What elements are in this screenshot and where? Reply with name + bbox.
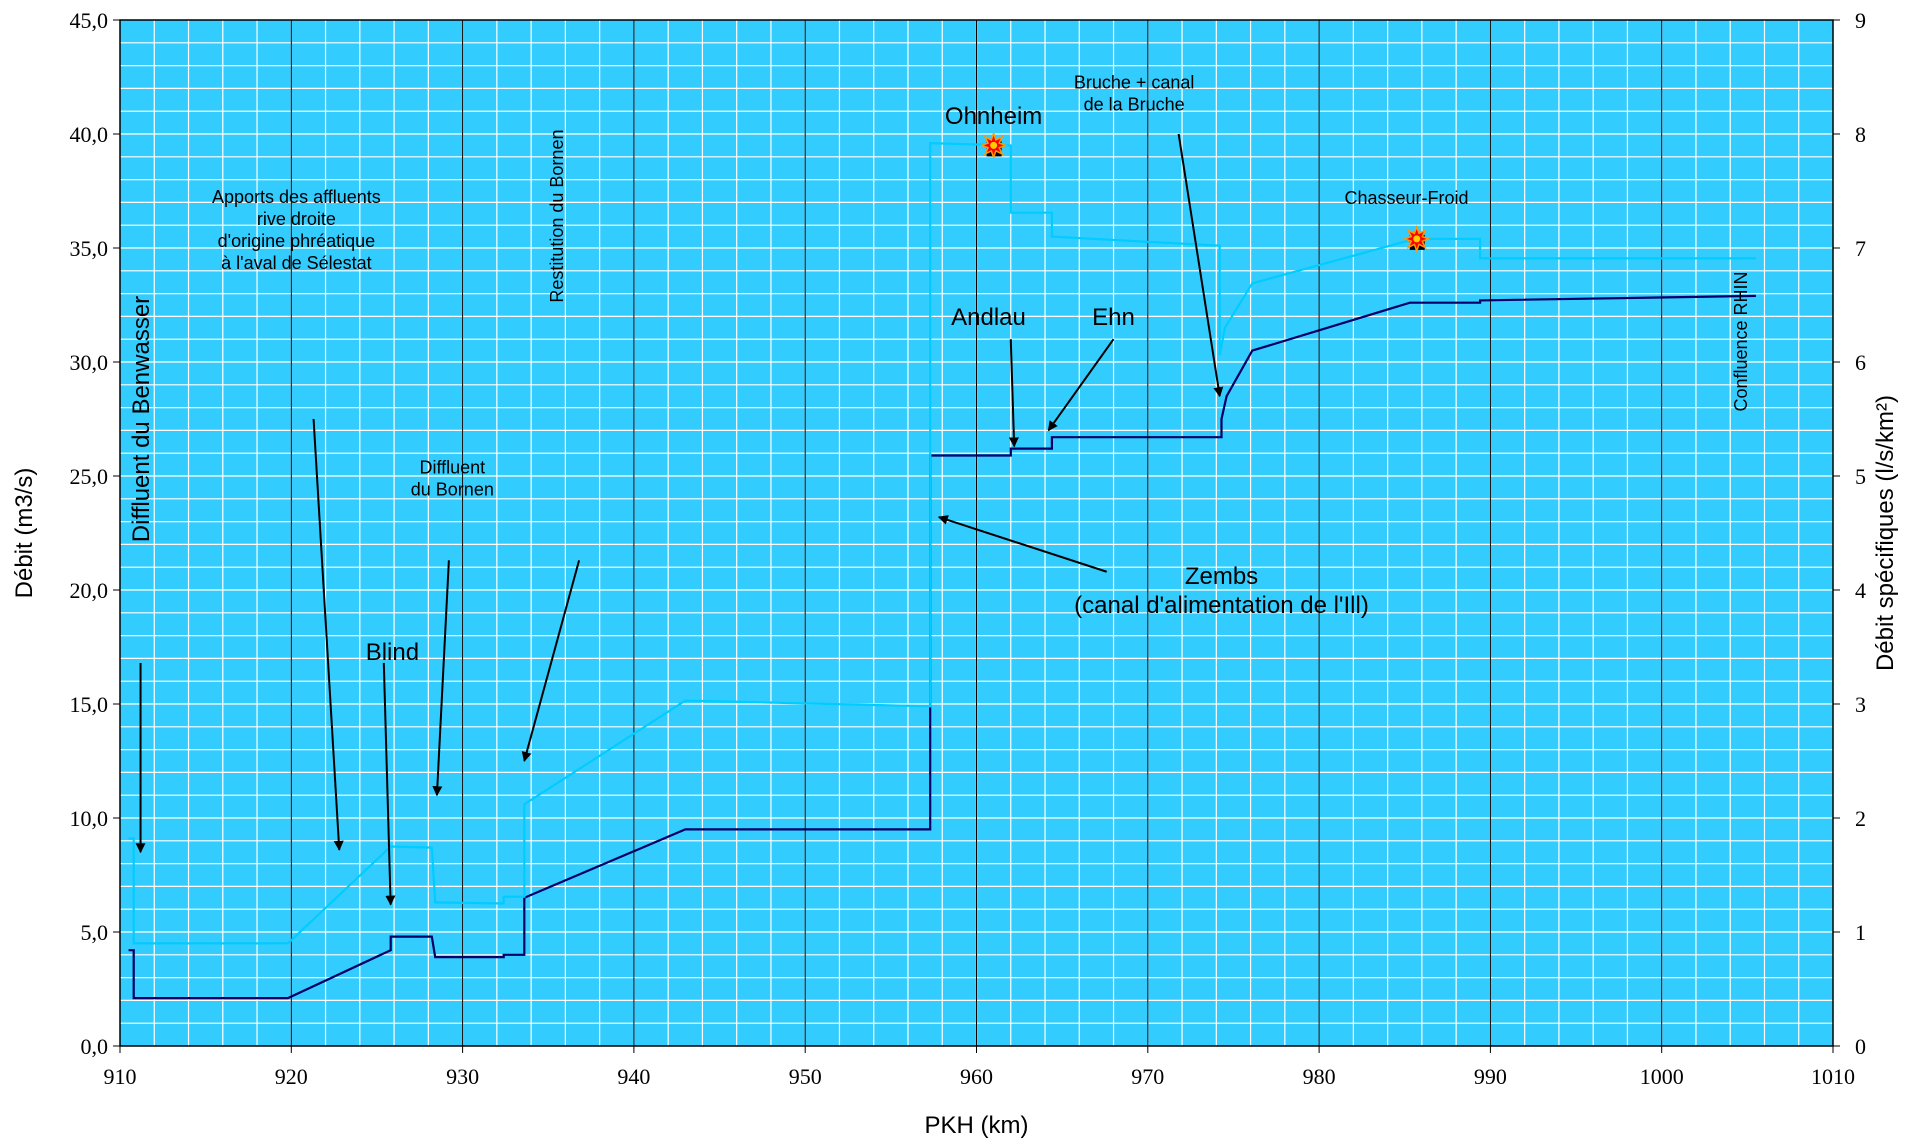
y-tick-label: 25,0 <box>70 464 109 489</box>
y-tick-label: 40,0 <box>70 122 109 147</box>
blind-label: Blind <box>366 639 419 666</box>
zembs-arrow <box>937 515 1107 573</box>
y2-tick-label: 1 <box>1855 920 1866 945</box>
station-marker-1 <box>979 131 1008 160</box>
zembs-label: Zembs (canal d'alimentation de l'Ill) <box>1074 563 1369 619</box>
x-tick-label: 920 <box>275 1064 308 1089</box>
y-axis-ticks: 0,0 5,0 10,0 15,0 20,0 25,0 30,0 35,0 40,0 45,0 <box>70 8 120 1059</box>
restitution-bornen-label: Restitution du Bornen <box>547 130 567 303</box>
y2-tick-label: 4 <box>1855 578 1866 603</box>
y-tick-label: 30,0 <box>70 350 109 375</box>
y-tick-label: 5,0 <box>81 920 109 945</box>
x-tick-label: 930 <box>446 1064 479 1089</box>
confluence-rhin-label: Confluence RHIN <box>1731 271 1751 411</box>
y-axis-title: Débit (m3/s) <box>11 468 38 599</box>
x-tick-label: 940 <box>617 1064 650 1089</box>
x-axis-ticks: 910 920 930 940 950 960 970 980 990 1000 1010 <box>104 1046 1855 1089</box>
y-tick-label: 45,0 <box>70 8 109 33</box>
y2-tick-label: 6 <box>1855 350 1866 375</box>
diffluent-bornen-label: Diffluent du Bornen <box>411 458 494 500</box>
ehn-label: Ehn <box>1092 304 1135 331</box>
apports-affluents-arrow <box>312 418 344 851</box>
y-tick-label: 15,0 <box>70 692 109 717</box>
y2-tick-label: 3 <box>1855 692 1866 717</box>
x-tick-label: 980 <box>1303 1064 1336 1089</box>
y2-axis-ticks: 0 1 2 3 4 5 6 7 8 9 <box>1833 8 1866 1059</box>
y2-tick-label: 9 <box>1855 8 1866 33</box>
y2-axis-title: Débit spécifiques (l/s/km²) <box>1872 395 1899 671</box>
x-axis-title: PKH (km) <box>925 1112 1029 1139</box>
chasseur-froid-label: Chasseur-Froid <box>1344 188 1468 208</box>
diffluent-bornen-arrow <box>432 560 450 797</box>
series-line-2 <box>128 141 1756 945</box>
y2-tick-label: 5 <box>1855 464 1866 489</box>
y2-tick-label: 8 <box>1855 122 1866 147</box>
x-tick-label: 970 <box>1131 1064 1164 1089</box>
y2-tick-label: 2 <box>1855 806 1866 831</box>
station-marker-2 <box>1402 224 1431 254</box>
y-tick-label: 10,0 <box>70 806 109 831</box>
series-line-1 <box>128 294 1756 1000</box>
bruche-label: Bruche + canal de la Bruche <box>1074 72 1195 114</box>
apports-affluents-label: Apports des affluents rive droite d'origin… <box>212 187 381 273</box>
restitution-bornen-arrow <box>521 560 581 762</box>
blind-arrow <box>382 662 396 906</box>
y2-tick-label: 7 <box>1855 236 1866 261</box>
ehn-arrow <box>1047 338 1115 432</box>
major-grid <box>290 20 1663 1046</box>
diffluent-benwasser-label: Diffluent du Benwasser <box>128 296 155 542</box>
y2-tick-label: 0 <box>1855 1034 1866 1059</box>
andlau-label: Andlau <box>951 304 1026 331</box>
x-tick-label: 990 <box>1474 1064 1507 1089</box>
x-tick-label: 950 <box>789 1064 822 1089</box>
marker-layer <box>979 131 1431 254</box>
y-tick-label: 0,0 <box>81 1034 109 1059</box>
x-tick-label: 1000 <box>1640 1064 1684 1089</box>
bruche-arrow <box>1177 133 1224 398</box>
y-tick-label: 35,0 <box>70 236 109 261</box>
y-tick-label: 20,0 <box>70 578 109 603</box>
annotation-layer: Diffluent du Benwasser Apports des afflue… <box>128 72 1751 906</box>
andlau-arrow <box>1008 339 1019 448</box>
series-layer <box>128 141 1756 1000</box>
x-tick-label: 960 <box>960 1064 993 1089</box>
ohnheim-label: Ohnheim <box>945 103 1042 130</box>
x-tick-label: 910 <box>104 1064 137 1089</box>
x-tick-label: 1010 <box>1811 1064 1855 1089</box>
